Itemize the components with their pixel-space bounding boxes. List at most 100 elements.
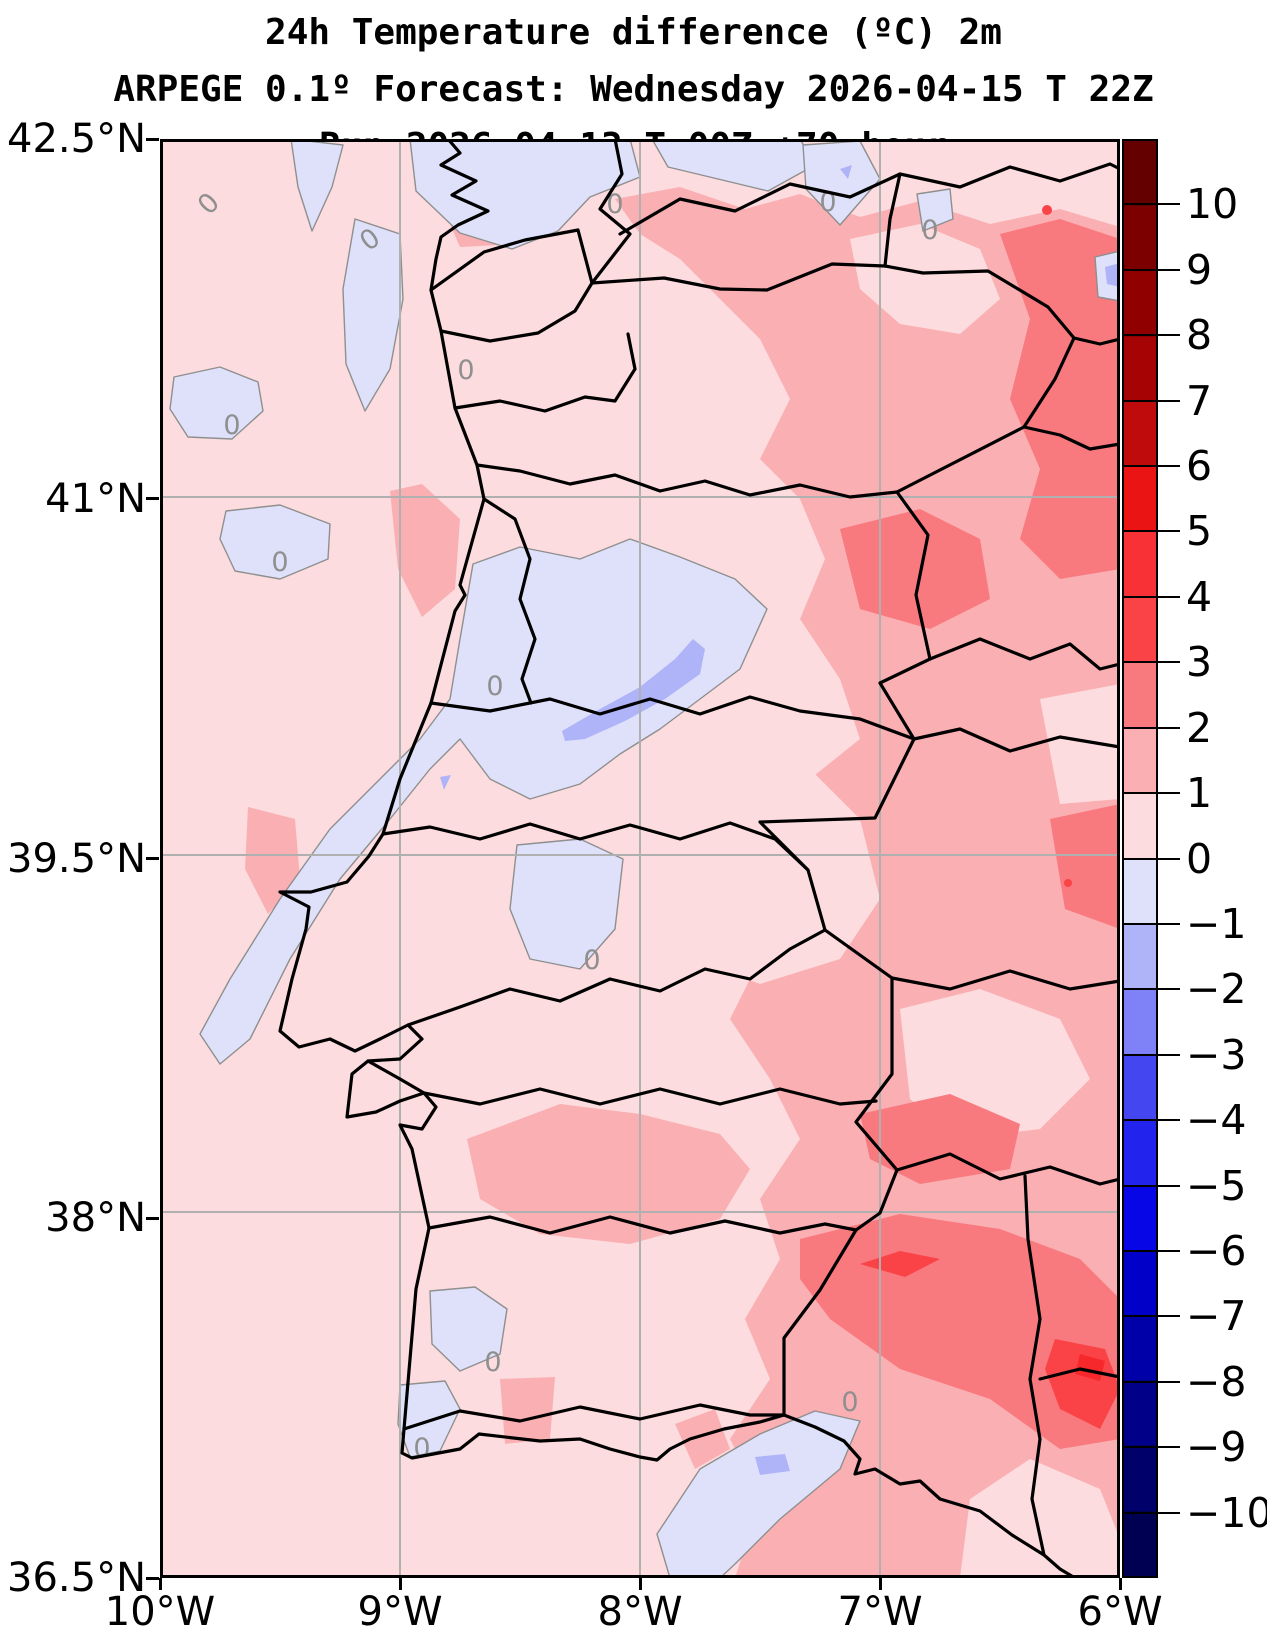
boundary-salamanca (928, 637, 1120, 671)
coastline-portugal (278, 139, 786, 1462)
colorbar-tick-label: −7 (1186, 1292, 1247, 1341)
colorbar-segment (1124, 532, 1156, 598)
district-algarve (402, 1403, 786, 1431)
lat-tick-mark (146, 857, 159, 860)
colorbar-tick-mark (1122, 857, 1180, 860)
colorbar-tick-mark (1122, 1511, 1180, 1514)
title-line-1: 24h Temperature difference (ºC) 2m (265, 12, 1002, 53)
boundary-zamora (1072, 336, 1120, 346)
district-alentejo (427, 1215, 858, 1235)
colorbar-segment (1124, 401, 1156, 468)
colorbar-tick-label: 3 (1186, 638, 1213, 687)
zero-contour-label: 0 (457, 355, 474, 386)
colorbar-tick-mark (1122, 1446, 1180, 1449)
boundary-leon (883, 172, 902, 268)
map-frame (160, 139, 1120, 1578)
lon-tick-mark (638, 1578, 642, 1590)
colorbar-tick-label: 0 (1186, 834, 1213, 883)
district-viana-braga (439, 281, 594, 343)
colorbar-tick-mark (1122, 1380, 1180, 1383)
colorbar-segment (1124, 1510, 1156, 1576)
zero-contour-label: 0 (921, 215, 938, 246)
colorbar-tick-mark (1122, 1053, 1180, 1056)
colorbar-tick-label: 7 (1186, 376, 1213, 425)
colorbar-tick-mark (1122, 334, 1180, 337)
colorbar-segment (1124, 793, 1156, 859)
border-portugal-spain (429, 228, 1076, 1417)
colorbar-tick-label: 9 (1186, 245, 1213, 294)
district-ribatejo (406, 928, 827, 1027)
coastline-spain-south (782, 1413, 1077, 1578)
colorbar-tick-mark (1122, 988, 1180, 991)
colorbar-segment (1124, 727, 1156, 794)
colorbar-segment (1124, 336, 1156, 402)
lon-tick-label: 10°W (104, 1589, 216, 1635)
zero-contour-label: 0 (271, 547, 288, 578)
colorbar-segment (1124, 271, 1156, 337)
colorbar-segment (1124, 206, 1156, 272)
lon-tick-mark (398, 1578, 402, 1590)
colorbar-segment (1124, 1314, 1156, 1381)
colorbar-segment (1124, 1054, 1156, 1120)
lat-tick-mark (146, 497, 159, 501)
colorbar-segment (1124, 141, 1156, 207)
zero-contour-label: 0 (413, 1433, 430, 1464)
colorbar-tick-label: −8 (1186, 1357, 1247, 1406)
lat-tick-label: 38°N (45, 1195, 146, 1242)
lon-tick-label: 9°W (357, 1589, 443, 1635)
boundary-sevilla (1038, 1367, 1120, 1381)
colorbar-tick-label: −1 (1186, 899, 1247, 948)
colorbar-tick-label: 8 (1186, 311, 1213, 360)
colorbar-tick-mark (1122, 726, 1180, 729)
lat-tick-mark (146, 1216, 159, 1220)
colorbar-tick-label: −5 (1186, 1161, 1247, 1210)
colorbar-tick-mark (1122, 1184, 1180, 1187)
zero-contour-label: 0 (606, 189, 623, 220)
field-cool-0-neg1 (169, 139, 1120, 1578)
field-cool-neg1-neg2 (440, 165, 1120, 1475)
boundary-badajoz-huelva (895, 1152, 1120, 1186)
colorbar-tick-mark (1122, 1119, 1180, 1122)
lon-tick-label: 7°W (837, 1589, 923, 1635)
colorbar-tick-mark (1122, 922, 1180, 925)
lat-tick-label: 36.5°N (7, 1555, 146, 1601)
lon-tick-label: 6°W (1077, 1589, 1163, 1635)
boundary-caceres (912, 727, 1120, 753)
colorbar-tick-label: −10 (1186, 1488, 1267, 1537)
colorbar-tick-mark (1122, 792, 1180, 795)
lat-tick-label: 39.5°N (7, 835, 146, 882)
colorbar-segment (1124, 1445, 1156, 1511)
colorbar-segment (1124, 1380, 1156, 1446)
lon-tick-label: 8°W (597, 1589, 683, 1635)
zero-contour-label: 0 (583, 945, 600, 976)
colorbar-segment (1124, 597, 1156, 663)
colorbar-tick-label: 1 (1186, 769, 1213, 818)
colorbar-segment (1124, 1119, 1156, 1185)
colorbar-segment (1124, 988, 1156, 1055)
colorbar-tick-mark (1122, 1315, 1180, 1318)
district-aveiro-viseu (482, 497, 537, 705)
colorbar-tick-mark (1122, 465, 1180, 468)
colorbar-tick-mark (1122, 203, 1180, 206)
colorbar-tick-label: −2 (1186, 965, 1247, 1014)
colorbar-tick-label: 10 (1186, 180, 1239, 229)
field-warm-4-5 (1075, 1354, 1105, 1381)
lon-tick-mark (158, 1578, 162, 1590)
district-centro-tejo (381, 821, 810, 872)
lon-tick-mark (878, 1578, 882, 1590)
district-coimbra (429, 695, 916, 741)
title-line-2: ARPEGE 0.1º Forecast: Wednesday 2026-04-… (113, 69, 1154, 110)
colorbar-segment (1124, 923, 1156, 989)
colorbar-tick-label: 6 (1186, 442, 1213, 491)
colorbar-tick-label: −3 (1186, 1030, 1247, 1079)
colorbar-segment (1124, 858, 1156, 924)
colorbar-segment (1124, 662, 1156, 728)
zero-contour-label: 0 (484, 1347, 501, 1378)
boundary-duero (1022, 425, 1120, 451)
colorbar-segment (1124, 1184, 1156, 1250)
lat-tick-label: 41°N (45, 475, 146, 522)
boundaries (278, 139, 1120, 1578)
boundary-extremadura (890, 969, 1120, 991)
